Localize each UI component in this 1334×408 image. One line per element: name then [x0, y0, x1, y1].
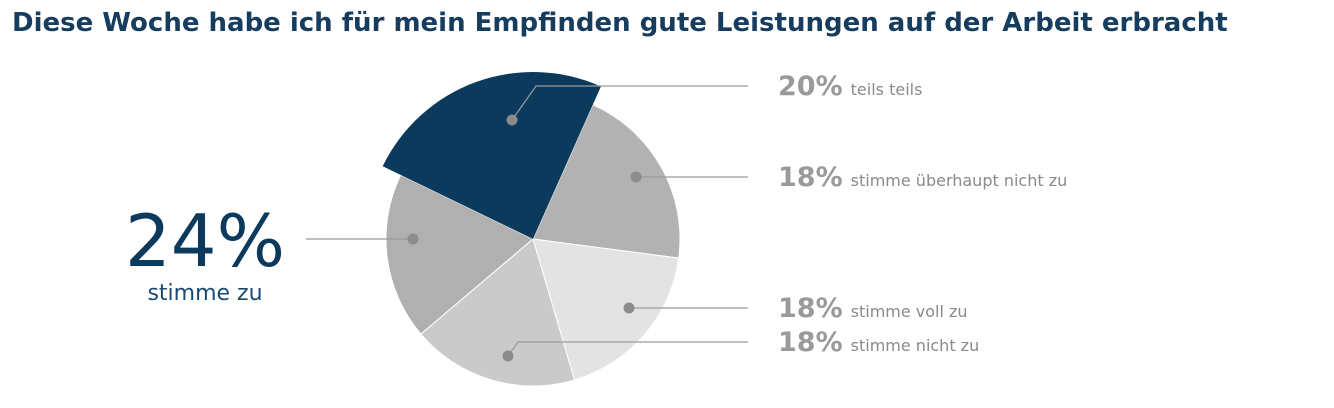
slice-label-stimme-ueberhaupt-nicht-zu: 18% stimme überhaupt nicht zu	[778, 162, 1067, 193]
pie-slice-stimme-zu	[382, 71, 601, 239]
pie-slice-stimme-ueberhaupt-nicht-zu	[532, 238, 680, 381]
leader-dot-stimme-ueberhaupt-nicht-zu	[630, 171, 642, 183]
slice-percent-stimme-zu: 24%	[125, 199, 285, 283]
leader-line-teils-teils	[511, 85, 748, 121]
slice-category-stimme-zu: stimme zu	[147, 281, 262, 306]
pie-slice-stimme-nicht-zu	[385, 174, 534, 335]
leader-dot-stimme-nicht-zu	[502, 350, 514, 362]
chart-title: Diese Woche habe ich für mein Empfinden …	[12, 8, 1228, 38]
leader-dot-stimme-zu	[407, 233, 419, 245]
pie-slice-stimme-voll-zu	[420, 238, 576, 387]
leader-line-stimme-nicht-zu	[507, 341, 748, 357]
pie-slices	[382, 71, 681, 387]
pie-slice-teils-teils	[532, 104, 681, 259]
slice-label-teils-teils: 20% teils teils	[778, 71, 922, 102]
leader-dot-stimme-voll-zu	[623, 302, 635, 314]
leader-dot-teils-teils	[506, 114, 518, 126]
slice-label-stimme-nicht-zu: 18% stimme nicht zu	[778, 327, 979, 358]
slice-labels: 20% teils teils 18% stimme überhaupt nicht …	[125, 71, 1067, 358]
leader-lines	[306, 85, 748, 362]
slice-label-stimme-voll-zu: 18% stimme voll zu	[778, 293, 968, 324]
